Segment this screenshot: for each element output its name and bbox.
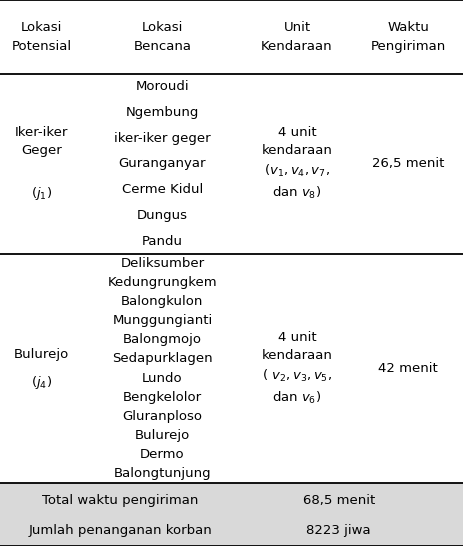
Text: Gluranploso: Gluranploso (122, 410, 202, 423)
Text: 8223 jiwa: 8223 jiwa (306, 524, 370, 537)
Text: Jumlah penanganan korban: Jumlah penanganan korban (29, 524, 212, 537)
Text: Dungus: Dungus (137, 209, 188, 222)
Text: Unit
Kendaraan: Unit Kendaraan (261, 21, 332, 53)
Text: 42 menit: 42 menit (378, 362, 437, 375)
Text: Bulurejo: Bulurejo (134, 429, 190, 442)
Text: Waktu
Pengiriman: Waktu Pengiriman (370, 21, 445, 53)
Text: Iker-iker
Geger: Iker-iker Geger (15, 127, 69, 157)
Text: Lokasi
Potensial: Lokasi Potensial (12, 21, 72, 53)
Text: 4 unit
kendaraan
($v_1, v_4, v_7,$
dan $v_8$): 4 unit kendaraan ($v_1, v_4, v_7,$ dan $… (261, 126, 332, 201)
Text: Cerme Kidul: Cerme Kidul (121, 183, 203, 196)
Text: Ngembung: Ngembung (125, 106, 199, 119)
Text: Guranganyar: Guranganyar (119, 157, 206, 170)
Text: iker-iker geger: iker-iker geger (114, 132, 210, 145)
Text: ($j_4$): ($j_4$) (31, 373, 52, 391)
Text: Lundo: Lundo (142, 372, 182, 384)
Text: Balongtunjung: Balongtunjung (113, 467, 211, 480)
Text: Pandu: Pandu (142, 235, 182, 247)
Text: Moroudi: Moroudi (135, 80, 189, 93)
Bar (0, 483, 463, 546)
Text: Balongkulon: Balongkulon (121, 295, 203, 308)
Text: 4 unit
kendaraan
( $v_2, v_3, v_5,$
dan $v_6$): 4 unit kendaraan ( $v_2, v_3, v_5,$ dan … (261, 331, 332, 406)
Text: Sedapurklagen: Sedapurklagen (112, 353, 212, 365)
Text: Bengkelolor: Bengkelolor (123, 391, 201, 403)
Text: Balongmojo: Balongmojo (123, 334, 201, 346)
Text: Lokasi
Bencana: Lokasi Bencana (133, 21, 191, 53)
Text: Munggungianti: Munggungianti (112, 314, 212, 327)
Text: 68,5 menit: 68,5 menit (302, 494, 374, 507)
Text: Dermo: Dermo (140, 448, 184, 461)
Text: ($j_1$): ($j_1$) (31, 185, 52, 203)
Text: Deliksumber: Deliksumber (120, 257, 204, 270)
Text: Total waktu pengiriman: Total waktu pengiriman (42, 494, 199, 507)
Text: Bulurejo: Bulurejo (14, 348, 69, 361)
Text: Kedungrungkem: Kedungrungkem (107, 276, 217, 289)
Text: 26,5 menit: 26,5 menit (371, 157, 444, 170)
